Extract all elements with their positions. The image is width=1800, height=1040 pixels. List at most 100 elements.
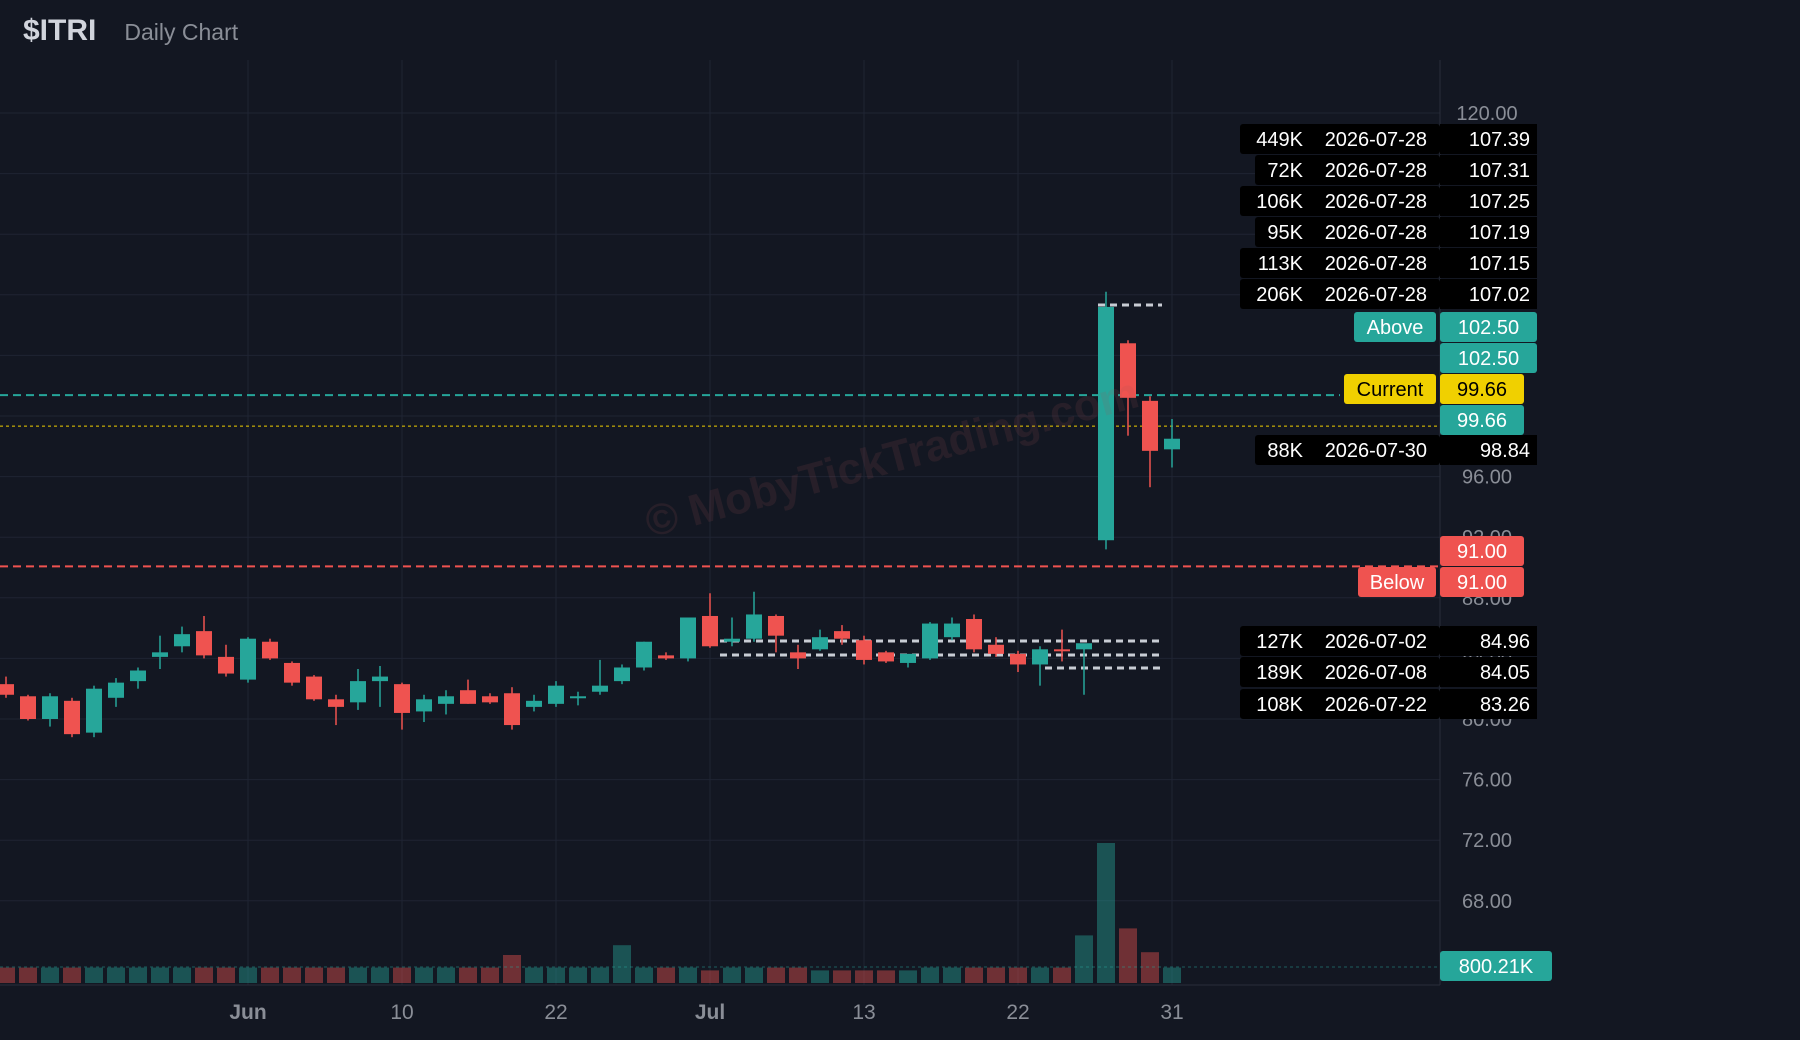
candle-body[interactable]	[922, 623, 938, 659]
volume-bar	[261, 967, 279, 983]
above-price-tag: 102.50	[1458, 317, 1519, 339]
volume-marker-price: 98.84	[1480, 440, 1530, 462]
last-price-tag-bg	[1440, 405, 1524, 435]
candle-body[interactable]	[0, 684, 14, 695]
candle-body[interactable]	[812, 637, 828, 650]
candle-body[interactable]	[702, 615, 718, 647]
y-tick-label: 72.00	[1462, 830, 1512, 852]
candle-body[interactable]	[658, 655, 674, 659]
candle-body[interactable]	[482, 696, 498, 703]
candle-body[interactable]	[108, 682, 124, 698]
volume-marker-price-bg	[1440, 124, 1537, 154]
candle-body[interactable]	[878, 652, 894, 662]
candle-body[interactable]	[1120, 343, 1136, 398]
candle-body[interactable]	[262, 641, 278, 659]
candle-body[interactable]	[416, 699, 432, 712]
candle-body[interactable]	[174, 634, 190, 647]
volume-marker-volume: 72K	[1267, 160, 1303, 182]
y-tick-label: 96.00	[1462, 467, 1512, 489]
candle-body[interactable]	[20, 696, 36, 719]
candle-body[interactable]	[768, 615, 784, 636]
candle-body[interactable]	[460, 690, 476, 704]
ticker-symbol: $ITRI	[23, 14, 97, 47]
volume-marker-bg	[1255, 435, 1440, 465]
volume-bar	[789, 967, 807, 983]
volume-bar	[239, 967, 257, 983]
candle-body[interactable]	[1010, 653, 1026, 665]
candle-body[interactable]	[680, 617, 696, 659]
candle-body[interactable]	[152, 652, 168, 657]
x-tick-label: 31	[1160, 1001, 1183, 1024]
candle-body[interactable]	[1142, 400, 1158, 451]
volume-bar	[811, 970, 829, 983]
candle-body[interactable]	[504, 693, 520, 726]
candle-body[interactable]	[988, 644, 1004, 654]
above-tag: Above	[1367, 317, 1424, 339]
candle-body[interactable]	[372, 676, 388, 682]
volume-bar	[63, 967, 81, 983]
volume-bar	[41, 967, 59, 983]
candle-body[interactable]	[856, 640, 872, 660]
candle-body[interactable]	[834, 631, 850, 639]
volume-bar	[1031, 967, 1049, 983]
candle-body[interactable]	[636, 641, 652, 668]
volume-value-tag-bg	[1440, 951, 1552, 981]
volume-marker-date: 2026-07-28	[1325, 160, 1427, 182]
volume-marker-volume: 127K	[1256, 631, 1303, 653]
volume-marker-date: 2026-07-28	[1325, 253, 1427, 275]
last-price-tag: 99.66	[1457, 410, 1507, 432]
volume-bar	[503, 955, 521, 983]
volume-bar	[1009, 967, 1027, 983]
candle-body[interactable]	[900, 653, 916, 663]
volume-marker-bg	[1240, 689, 1440, 719]
candle-body[interactable]	[944, 623, 960, 638]
candle-body[interactable]	[86, 688, 102, 733]
candle-body[interactable]	[548, 685, 564, 704]
volume-bar	[679, 967, 697, 983]
volume-bar	[547, 967, 565, 983]
y-tick-label: 76.00	[1462, 770, 1512, 792]
candle-body[interactable]	[1076, 643, 1092, 650]
volume-marker-date: 2026-07-22	[1325, 694, 1427, 716]
volume-marker-bg	[1240, 279, 1440, 309]
candle-body[interactable]	[350, 681, 366, 703]
candle-body[interactable]	[746, 614, 762, 639]
candle-body[interactable]	[570, 696, 586, 699]
current-tag: Current	[1357, 379, 1424, 401]
candle-body[interactable]	[284, 662, 300, 683]
candle-body[interactable]	[526, 700, 542, 707]
candle-body[interactable]	[1164, 438, 1180, 450]
x-tick-label: 22	[544, 1001, 567, 1024]
volume-bar	[19, 967, 37, 983]
x-tick-label: Jul	[695, 1001, 725, 1024]
candle-body[interactable]	[592, 685, 608, 692]
candle-body[interactable]	[306, 676, 322, 700]
candle-body[interactable]	[790, 652, 806, 659]
candle-body[interactable]	[130, 670, 146, 682]
candle-body[interactable]	[394, 684, 410, 713]
volume-bar	[657, 967, 675, 983]
volume-bar	[767, 967, 785, 983]
candle-body[interactable]	[724, 638, 740, 642]
candle-body[interactable]	[438, 696, 454, 704]
volume-marker-volume: 113K	[1258, 253, 1304, 275]
candle-body[interactable]	[240, 638, 256, 680]
candle-body[interactable]	[966, 619, 982, 650]
volume-bar	[459, 967, 477, 983]
candle-body[interactable]	[64, 700, 80, 735]
candle-body[interactable]	[328, 699, 344, 707]
candle-body[interactable]	[218, 656, 234, 674]
volume-marker-date: 2026-07-02	[1325, 631, 1427, 653]
volume-marker-price-bg	[1440, 435, 1537, 465]
candle-body[interactable]	[614, 667, 630, 682]
candle-body[interactable]	[1098, 306, 1114, 541]
volume-marker-price: 107.19	[1469, 222, 1530, 244]
candle-body[interactable]	[196, 631, 212, 656]
candle-body[interactable]	[1032, 649, 1048, 665]
volume-marker-date: 2026-07-30	[1325, 440, 1427, 462]
candle-body[interactable]	[42, 696, 58, 719]
volume-marker-price-bg	[1440, 217, 1537, 247]
candle-body[interactable]	[1054, 649, 1070, 652]
volume-bar	[305, 967, 323, 983]
